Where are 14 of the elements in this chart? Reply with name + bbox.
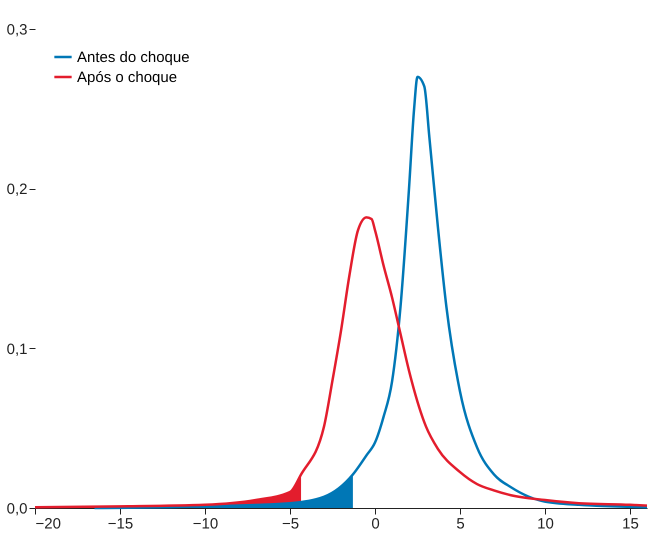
x-tick-label: −5 <box>282 516 300 532</box>
x-tick-label: 10 <box>537 516 554 532</box>
x-tick-label: −10 <box>192 516 218 532</box>
legend-label: Após o choque <box>77 69 178 86</box>
x-tick-label: 5 <box>456 516 465 532</box>
legend-label: Antes do choque <box>77 49 190 66</box>
x-tick-label: 15 <box>622 516 639 532</box>
y-tick-label: 0,3 <box>6 22 28 38</box>
y-tick-label: 0,0 <box>6 500 28 518</box>
x-tick-label: −20 <box>36 516 61 532</box>
y-tick-label: 0,2 <box>6 181 28 198</box>
y-tick-label: 0,1 <box>6 340 28 358</box>
x-tick-label: −15 <box>108 516 134 532</box>
x-tick-label: 0 <box>371 516 380 532</box>
